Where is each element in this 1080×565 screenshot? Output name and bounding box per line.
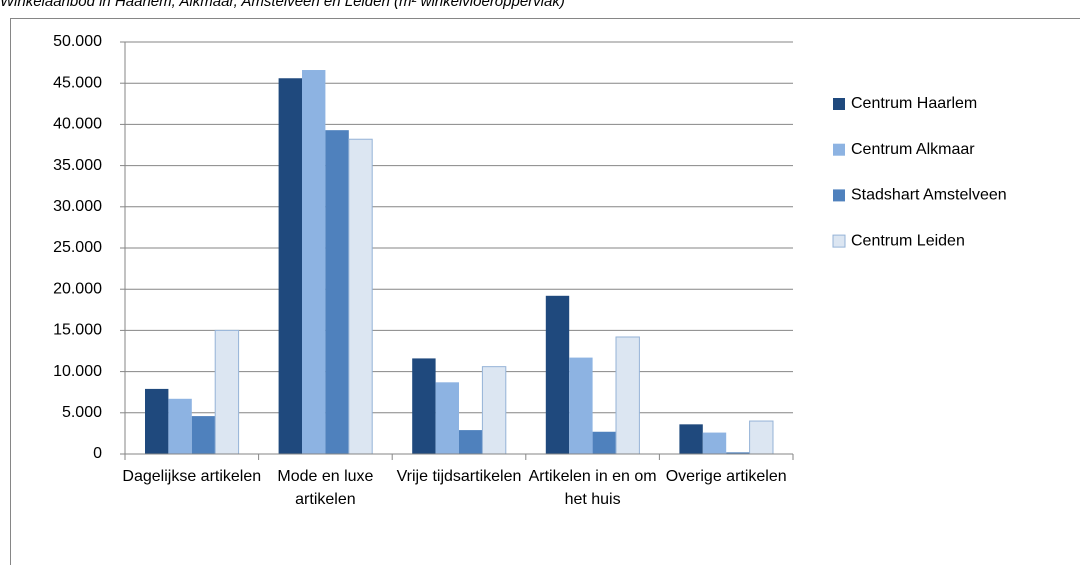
bar	[145, 388, 169, 454]
bar	[615, 336, 640, 455]
y-tick-label: 25.000	[53, 239, 102, 256]
bar	[278, 78, 302, 455]
bar	[435, 382, 459, 454]
y-tick-label: 0	[93, 445, 102, 462]
legend-label: Centrum Leiden	[851, 232, 965, 249]
x-tick-label: Dagelijkse artikelen	[122, 468, 262, 485]
y-tick-label: 10.000	[53, 363, 102, 380]
y-tick-label: 50.000	[53, 33, 102, 50]
bar	[569, 357, 593, 454]
legend-label: Centrum Alkmaar	[851, 141, 975, 158]
y-tick-label: 20.000	[53, 280, 102, 297]
legend-swatch	[833, 98, 845, 110]
y-tick-label: 40.000	[53, 116, 102, 133]
bar	[412, 358, 436, 454]
legend-swatch	[833, 143, 845, 156]
legend-label: Stadshart Amstelveen	[851, 187, 1007, 204]
bar	[214, 329, 240, 455]
bar	[749, 420, 774, 455]
chart-border	[10, 18, 1080, 565]
bar	[679, 424, 703, 454]
bar	[459, 430, 483, 454]
y-tick-label: 30.000	[53, 198, 102, 215]
legend-swatch	[833, 189, 845, 202]
chart-title: Winkelaanbod in Haarlem, Alkmaar, Amstel…	[0, 0, 565, 10]
x-tick-label: Overige artikelen	[665, 468, 787, 485]
x-tick-label: Artikelen in en om het huis	[528, 468, 657, 508]
bar	[325, 130, 349, 454]
bar	[168, 398, 192, 454]
x-tick-label: Mode en luxe artikelen	[277, 468, 374, 508]
bar	[702, 432, 727, 454]
bar	[545, 295, 570, 454]
bar	[348, 138, 373, 455]
legend-swatch	[832, 234, 846, 248]
bar	[592, 431, 616, 454]
y-tick-label: 45.000	[53, 74, 102, 91]
y-tick-label: 15.000	[53, 322, 102, 339]
bar	[726, 452, 750, 454]
bar	[481, 366, 507, 455]
y-tick-label: 5.000	[62, 404, 102, 421]
bar	[302, 70, 326, 455]
legend-label: Centrum Haarlem	[851, 95, 977, 112]
bar	[191, 416, 216, 454]
x-tick-label: Vrije tijdsartikelen	[396, 468, 522, 485]
y-tick-label: 35.000	[53, 157, 102, 174]
